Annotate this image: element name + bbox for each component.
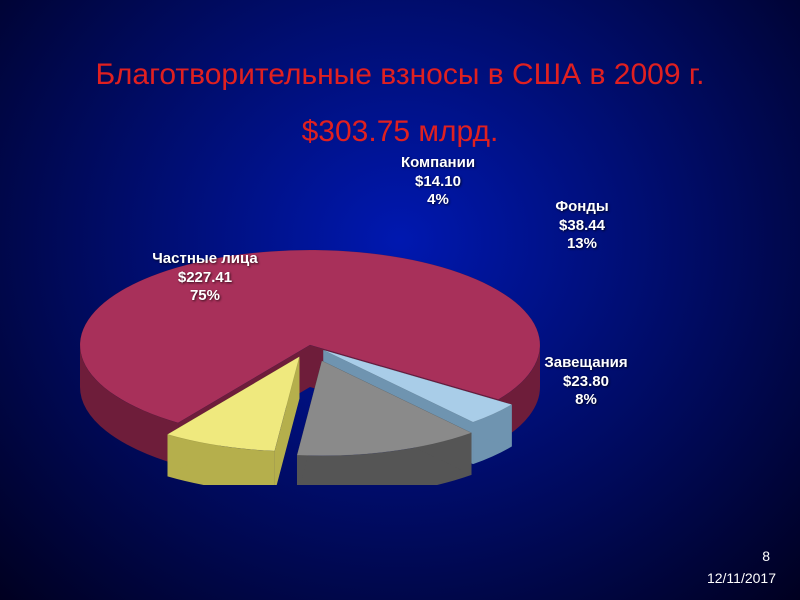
slide: Благотворительные взносы в США в 2009 г.…	[0, 0, 800, 600]
slice-label-bequests: Завещания $23.80 8%	[544, 354, 627, 410]
slide-title: Благотворительные взносы в США в 2009 г.	[0, 58, 800, 92]
footer-date: 12/11/2017	[707, 570, 776, 586]
slice-label-foundations: Фонды $38.44 13%	[555, 198, 608, 254]
slice-label-individuals: Частные лица $227.41 75%	[152, 250, 257, 306]
pie-chart	[60, 215, 560, 485]
page-number: 8	[762, 548, 770, 564]
slide-subtitle: $303.75 млрд.	[0, 115, 800, 149]
slice-label-companies: Компании $14.10 4%	[401, 154, 475, 210]
